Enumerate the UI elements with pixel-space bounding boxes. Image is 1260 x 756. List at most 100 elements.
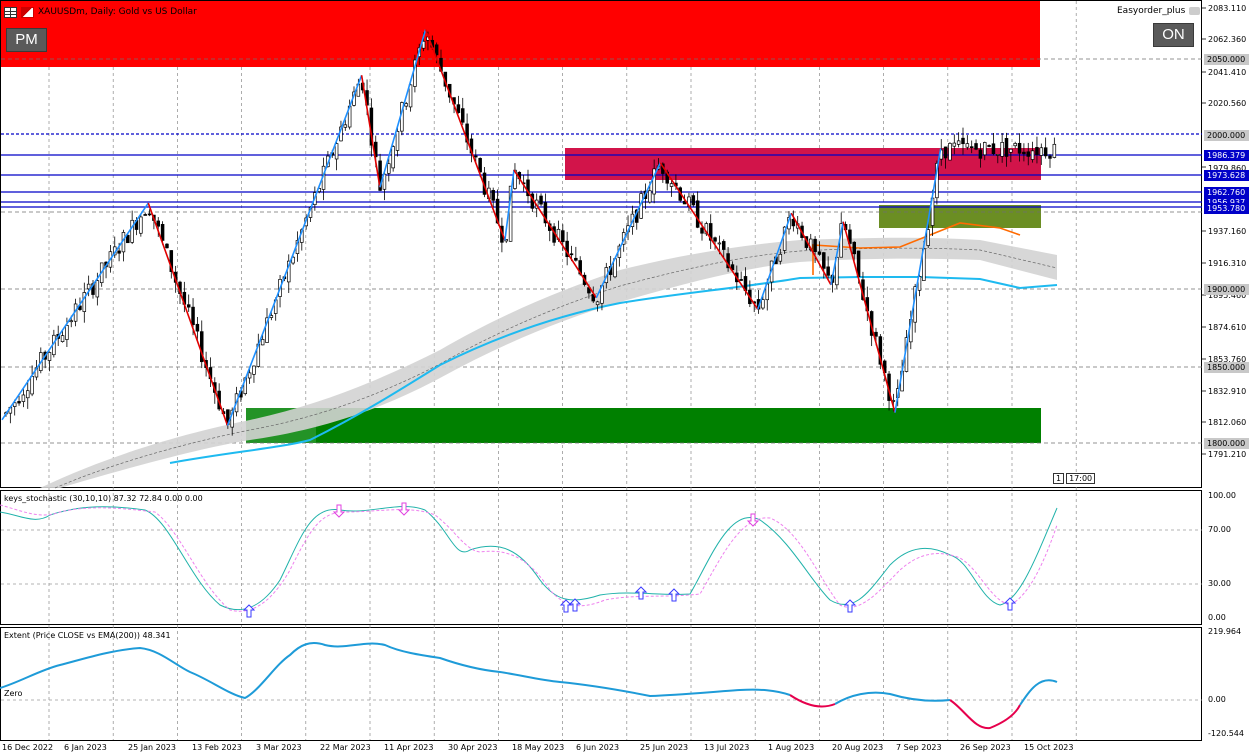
candle-body [82,292,87,312]
date-label: 11 Apr 2023 [384,743,434,752]
sell-arrow-icon [397,502,411,516]
candle-body [1026,151,1030,157]
date-label: 25 Jun 2023 [640,743,689,752]
candle-body [461,108,465,123]
price-label-box: 1973.628 [1204,170,1249,181]
candle-body [421,40,426,49]
candle-body [1004,138,1009,157]
candle-body [652,168,656,195]
zigzag-segment [360,75,381,188]
candle-body [186,304,191,308]
candle-body [648,190,652,203]
window-grid-icon[interactable] [4,6,17,18]
date-label: 6 Jun 2023 [576,743,620,752]
candle-body [17,401,21,404]
candle-body [874,331,878,337]
candle-body [791,218,796,227]
date-label: 7 Sep 2023 [896,743,942,752]
candle-body [813,238,817,252]
zigzag-segment [147,202,229,426]
candle-body [713,237,717,242]
price-tick: 1937.160 [1208,227,1247,236]
candle-body [852,241,856,255]
candle-body [561,230,565,243]
candle-body [952,142,957,147]
candle-body [391,146,395,169]
zigzag-segment [659,162,759,310]
zigzag-segment [513,169,597,299]
buy-arrow-icon [1003,597,1017,611]
candle-body [926,229,930,246]
extent-level: -120.544 [1208,729,1244,738]
candle-body [478,158,482,173]
date-label: 25 Jan 2023 [128,743,176,752]
candle-body [200,331,204,363]
stochastic-level: 0.00 [1208,613,1226,622]
price-candles [4,31,1057,436]
bar-time-box: 1 17:00 [1053,473,1096,484]
stochastic-pane-frame [0,490,1202,625]
price-label-box: 1986.379 [1204,150,1249,161]
candle-body [695,200,700,228]
date-label: 16 Dec 2022 [2,743,54,752]
candle-body [130,219,134,243]
candle-body [691,195,696,206]
candle-body [822,252,826,269]
date-label: 3 Mar 2023 [256,743,302,752]
candle-body [434,44,439,56]
candle-body [1017,142,1022,154]
zigzag-segment [1,202,149,421]
price-tick: 1812.060 [1208,418,1247,427]
extent-level: 0.00 [1208,695,1226,704]
candle-body [404,103,408,107]
candle-body [143,214,147,216]
candle-body [669,183,674,187]
flag-icon[interactable] [21,6,34,18]
candle-body [778,253,783,262]
candle-body [147,213,152,216]
demand-zone-mid [879,205,1041,228]
candle-body [739,279,743,281]
extent-zero-label: Zero [4,689,23,698]
candle-body [265,317,269,343]
extent-line [0,642,791,700]
price-tick: 2041.410 [1208,68,1247,77]
candle-body [1000,142,1004,157]
zigzag-segment [830,221,844,286]
zigzag-segment [504,169,515,241]
candle-body [996,154,1000,156]
candle-body [965,143,970,148]
candle-body [782,226,787,251]
date-label: 6 Jan 2023 [64,743,107,752]
candle-body [30,375,34,395]
graduation-cap-icon [1189,7,1201,15]
extent-pane-frame [0,627,1202,741]
candle-body [1013,143,1017,147]
candle-body [1030,150,1035,160]
buy-arrow-icon [634,586,648,600]
candle-body [569,253,574,256]
pm-button[interactable]: PM [6,28,47,52]
price-label-box: 1800.000 [1204,438,1249,449]
price-tick: 2083.110 [1208,4,1247,13]
price-label-box: 1956.937 [1204,197,1249,208]
candle-body [95,280,100,298]
candle-body [456,104,461,113]
candle-body [165,243,169,249]
candle-body [247,372,252,379]
expert-label: Easyorder_plus [1117,6,1201,16]
candle-body [65,325,69,340]
ema-line [169,276,1058,464]
candle-body [991,143,996,155]
candle-body [717,242,722,245]
candle-body [387,163,391,174]
on-button[interactable]: ON [1153,23,1194,47]
vertical-grid [48,1,1077,740]
candle-body [252,365,256,375]
stochastic-arrows [242,502,1017,618]
candle-body [474,155,478,158]
stochastic-main-line [0,506,1058,611]
candle-body [969,146,974,149]
buy-arrow-icon [242,604,256,618]
